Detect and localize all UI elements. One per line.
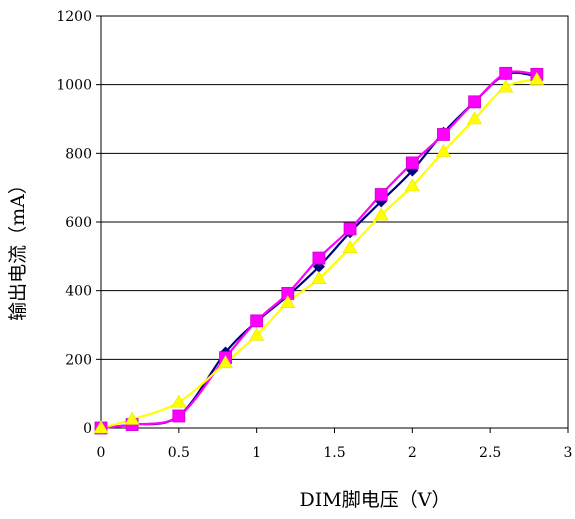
data-point-series-3 <box>404 178 420 192</box>
data-point-series-3 <box>93 420 109 434</box>
data-point-series-3 <box>218 355 234 369</box>
x-tick-label: 3 <box>564 445 573 461</box>
data-point-series-3 <box>311 271 327 284</box>
data-point-series-2 <box>312 251 326 265</box>
series-group <box>93 66 545 435</box>
y-axis: 0 200 400 600 800 1000 1200 <box>56 9 101 437</box>
data-point-series-3 <box>124 411 140 425</box>
x-axis: 0 0.5 1 1.5 2 2.5 3 <box>97 428 573 461</box>
y-tick-label: 1000 <box>56 78 92 94</box>
x-tick-label: 2 <box>408 445 417 461</box>
x-tick-label: 0.5 <box>168 445 190 461</box>
data-point-series-3 <box>529 71 545 85</box>
data-point-series-2 <box>374 188 388 201</box>
data-point-series-2 <box>405 156 419 170</box>
y-tick-label: 800 <box>65 146 92 162</box>
series-line-2 <box>100 70 537 430</box>
data-point-series-2 <box>343 222 357 236</box>
gridlines <box>101 84 568 360</box>
y-axis-title: 输出电流（mA） <box>7 175 29 321</box>
series-line-1 <box>100 71 538 430</box>
x-tick-label: 1.5 <box>323 445 345 461</box>
data-point-series-3 <box>249 327 265 341</box>
data-point-series-2 <box>437 128 450 141</box>
data-point-series-2 <box>250 314 264 328</box>
data-point-series-3 <box>467 111 483 125</box>
data-point-series-3 <box>342 240 358 254</box>
x-tick-label: 2.5 <box>479 445 501 461</box>
data-point-series-2 <box>172 409 186 423</box>
x-tick-label: 1 <box>252 445 261 461</box>
y-tick-label: 200 <box>65 352 92 368</box>
data-point-series-3 <box>498 79 514 93</box>
data-point-series-3 <box>171 394 187 408</box>
x-axis-title: DIM脚电压（V） <box>300 489 451 511</box>
y-tick-label: 400 <box>65 284 92 300</box>
data-point-series-3 <box>373 207 389 221</box>
data-point-series-2 <box>468 95 482 109</box>
data-point-series-3 <box>280 295 296 308</box>
y-tick-label: 600 <box>65 215 92 231</box>
data-point-series-2 <box>499 66 513 80</box>
y-tick-label: 0 <box>83 421 92 437</box>
x-tick-label: 0 <box>97 445 106 461</box>
data-point-series-3 <box>435 144 451 157</box>
y-tick-label: 1200 <box>56 9 92 25</box>
